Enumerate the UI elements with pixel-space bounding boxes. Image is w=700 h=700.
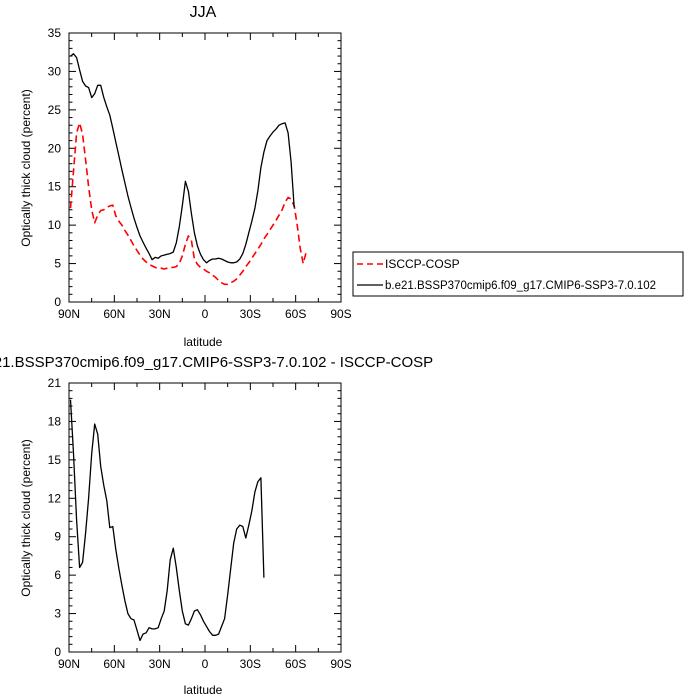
top-ytick-label: 25 xyxy=(48,103,62,117)
bottom-ytick-label: 21 xyxy=(48,376,62,390)
bottom-xtick-label: 30S xyxy=(240,657,261,671)
bottom-chart-title: b.e21.BSSP370cmip6.f09_g17.CMIP6-SSP3-7.… xyxy=(0,354,433,371)
top-chart-title: JJA xyxy=(190,4,217,21)
top-ytick-label: 10 xyxy=(48,218,62,232)
bottom-ytick-label: 3 xyxy=(54,607,61,621)
bottom-xtick-label: 60N xyxy=(103,657,125,671)
bottom-chart: b.e21.BSSP370cmip6.f09_g17.CMIP6-SSP3-7.… xyxy=(0,354,433,697)
bottom-plot-frame xyxy=(68,382,342,653)
bottom-plot-area: 90N 60N 30N 0 30S 60S 90S 0 3 6 9 12 15 18 21 xyxy=(48,376,352,671)
top-ytick-label: 35 xyxy=(48,26,62,40)
top-xtick-label: 0 xyxy=(202,307,209,321)
top-chart: JJA 90N 60N 30N 0 30S 60S 90S 0 5 10 15 20 25 30 35 Op… xyxy=(19,4,352,349)
top-xtick-label: 90S xyxy=(330,307,351,321)
bottom-ytick-label: 6 xyxy=(54,568,61,582)
bottom-ytick-label: 0 xyxy=(54,645,61,659)
top-xtick-label: 30S xyxy=(240,307,261,321)
top-series-line-0 xyxy=(69,122,307,286)
bottom-chart-xlabel: latitude xyxy=(184,683,223,697)
top-xtick-label: 90N xyxy=(58,307,80,321)
bottom-xtick-label: 0 xyxy=(202,657,209,671)
bottom-xtick-label: 30N xyxy=(149,657,171,671)
top-xtick-label: 30N xyxy=(149,307,171,321)
top-chart-xlabel: latitude xyxy=(184,335,223,349)
bottom-xtick-label: 90N xyxy=(58,657,80,671)
legend: ISCCP-COSP b.e21.BSSP370cmip6.f09_g17.CM… xyxy=(352,251,684,297)
bottom-ytick-label: 12 xyxy=(48,491,62,505)
top-xtick-label: 60S xyxy=(285,307,306,321)
legend-label-model: b.e21.BSSP370cmip6.f09_g17.CMIP6-SSP3-7.… xyxy=(385,280,656,292)
top-ytick-label: 0 xyxy=(54,295,61,309)
top-ytick-label: 15 xyxy=(48,180,62,194)
top-xtick-label: 60N xyxy=(103,307,125,321)
bottom-ytick-label: 15 xyxy=(48,453,62,467)
bottom-xtick-label: 90S xyxy=(330,657,351,671)
bottom-ytick-label: 9 xyxy=(54,530,61,544)
bottom-chart-ylabel: Optically thick cloud (percent) xyxy=(19,439,33,596)
bottom-series-line-0 xyxy=(69,399,265,642)
top-chart-ylabel: Optically thick cloud (percent) xyxy=(19,89,33,246)
legend-box xyxy=(352,251,684,297)
top-plot-area: 90N 60N 30N 0 30S 60S 90S 0 5 10 15 20 25 30 35 xyxy=(48,26,352,321)
top-series-line-1 xyxy=(70,53,295,264)
top-ytick-label: 30 xyxy=(48,64,62,78)
top-ytick-label: 5 xyxy=(54,257,61,271)
top-ytick-label: 20 xyxy=(48,141,62,155)
bottom-xtick-label: 60S xyxy=(285,657,306,671)
legend-label-isccp: ISCCP-COSP xyxy=(385,257,460,271)
bottom-ytick-label: 18 xyxy=(48,414,62,428)
